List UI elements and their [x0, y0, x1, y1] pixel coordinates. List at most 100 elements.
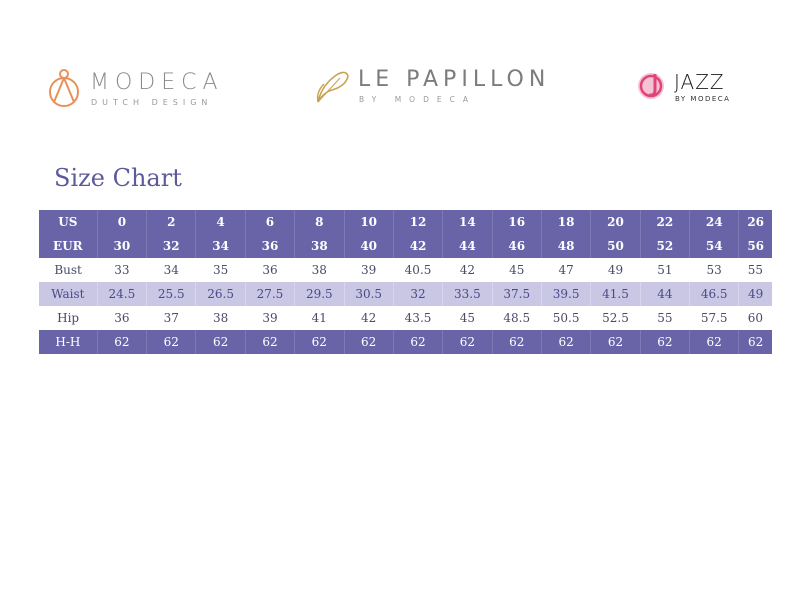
- table-cell: 48.5: [492, 306, 542, 330]
- table-cell: 24: [689, 210, 739, 234]
- table-cell: 34: [146, 258, 196, 282]
- table-cell: 46.5: [689, 282, 739, 306]
- table-cell: 32: [146, 234, 196, 258]
- table-cell: 62: [294, 330, 344, 354]
- table-cell: 52: [639, 234, 690, 258]
- table-cell: 39.5: [540, 282, 591, 306]
- table-cell: 41: [294, 306, 344, 330]
- table-cell: 42: [344, 306, 394, 330]
- table-cell: 25.5: [146, 282, 196, 306]
- table-cell: 62: [244, 330, 295, 354]
- bust-row: Bust 33 34 35 36 38 39 40.5 42 45 47 49 51 53 55: [39, 258, 772, 282]
- table-cell: 47: [541, 258, 591, 282]
- table-cell: 36: [97, 306, 147, 330]
- table-cell: 14: [442, 210, 493, 234]
- jazz-logo-text: JAZZ: [674, 70, 725, 94]
- jazz-logo-subtext: BY MODECA: [675, 95, 731, 103]
- table-cell: 62: [639, 330, 690, 354]
- size-chart-table: US 0 2 4 6 8 10 12 14 16 18 20 22 24 26 EUR 30 32 34 36 38 40…: [39, 210, 772, 354]
- table-cell: 26.5: [195, 282, 246, 306]
- table-cell: 62: [195, 330, 246, 354]
- page-title: Size Chart: [54, 164, 182, 192]
- table-cell: 36: [245, 258, 295, 282]
- table-cell: 20: [590, 210, 641, 234]
- table-cell: 54: [689, 234, 739, 258]
- table-cell: 45: [492, 258, 542, 282]
- table-cell: 38: [294, 234, 344, 258]
- table-cell: 52.5: [590, 306, 641, 330]
- table-cell: 6: [244, 210, 295, 234]
- table-cell: 37: [146, 306, 196, 330]
- table-cell: 32: [392, 282, 443, 306]
- table-cell: 40: [343, 234, 394, 258]
- table-cell: 62: [491, 330, 542, 354]
- table-cell: 56: [738, 234, 772, 258]
- table-cell: 50: [590, 234, 641, 258]
- table-cell: 40.5: [393, 258, 443, 282]
- table-cell: 18: [540, 210, 591, 234]
- modeca-emblem-icon: [49, 69, 79, 107]
- papillon-butterfly-icon: [316, 71, 349, 103]
- table-cell: 62: [590, 330, 641, 354]
- table-cell: 43.5: [393, 306, 443, 330]
- table-cell: 62: [540, 330, 591, 354]
- table-cell: 60: [738, 306, 772, 330]
- row-label: Bust: [39, 258, 98, 282]
- table-cell: 0: [96, 210, 147, 234]
- table-cell: 62: [442, 330, 493, 354]
- row-label: H-H: [39, 330, 98, 354]
- le-papillon-logo-subtext: BY MODECA: [359, 95, 476, 104]
- table-cell: 30.5: [343, 282, 394, 306]
- table-cell: 55: [738, 258, 772, 282]
- row-label: US: [39, 210, 98, 234]
- table-cell: 2: [146, 210, 196, 234]
- table-cell: 38: [195, 306, 246, 330]
- table-cell: 50.5: [541, 306, 591, 330]
- table-cell: 49: [590, 258, 641, 282]
- table-cell: 57.5: [689, 306, 739, 330]
- jazz-emblem-icon: [638, 73, 664, 99]
- table-cell: 4: [195, 210, 246, 234]
- hip-row: Hip 36 37 38 39 41 42 43.5 45 48.5 50.5 52.5 55 57.5 6…: [39, 306, 772, 330]
- table-cell: 62: [343, 330, 394, 354]
- table-cell: 46: [491, 234, 542, 258]
- table-cell: 26: [738, 210, 772, 234]
- table-cell: 39: [344, 258, 394, 282]
- table-cell: 62: [146, 330, 196, 354]
- table-cell: 35: [195, 258, 246, 282]
- hh-row: H-H 62 62 62 62 62 62 62 62 62 62 62 62 62 62: [39, 330, 772, 354]
- table-cell: 48: [540, 234, 591, 258]
- table-cell: 30: [96, 234, 147, 258]
- le-papillon-logo-text: LE PAPILLON: [358, 67, 551, 92]
- table-cell: 62: [96, 330, 147, 354]
- modeca-logo-text: MODECA: [90, 70, 224, 95]
- row-label: Hip: [39, 306, 98, 330]
- table-cell: 62: [738, 330, 772, 354]
- modeca-logo-subtext: DUTCH DESIGN: [91, 98, 213, 107]
- table-cell: 44: [639, 282, 690, 306]
- table-cell: 62: [392, 330, 443, 354]
- table-cell: 44: [442, 234, 493, 258]
- table-cell: 8: [294, 210, 344, 234]
- table-cell: 33.5: [442, 282, 493, 306]
- table-cell: 27.5: [244, 282, 295, 306]
- table-cell: 12: [392, 210, 443, 234]
- waist-row: Waist 24.5 25.5 26.5 27.5 29.5 30.5 32 33.5 37.5 3…: [39, 282, 772, 306]
- table-cell: 29.5: [294, 282, 344, 306]
- table-cell: 42: [442, 258, 493, 282]
- table-cell: 33: [97, 258, 147, 282]
- table-cell: 37.5: [491, 282, 542, 306]
- table-cell: 24.5: [96, 282, 147, 306]
- table-cell: 49: [738, 282, 772, 306]
- table-cell: 45: [442, 306, 493, 330]
- us-size-row: US 0 2 4 6 8 10 12 14 16 18 20 22 24 26: [39, 210, 772, 234]
- eur-size-row: EUR 30 32 34 36 38 40 42 44 46 48 50 52 54 56: [39, 234, 772, 258]
- row-label: EUR: [39, 234, 98, 258]
- table-cell: 39: [245, 306, 295, 330]
- row-label: Waist: [39, 282, 98, 306]
- table-cell: 55: [640, 306, 690, 330]
- table-cell: 34: [195, 234, 246, 258]
- table-cell: 51: [640, 258, 690, 282]
- table-cell: 10: [343, 210, 394, 234]
- table-cell: 41.5: [590, 282, 641, 306]
